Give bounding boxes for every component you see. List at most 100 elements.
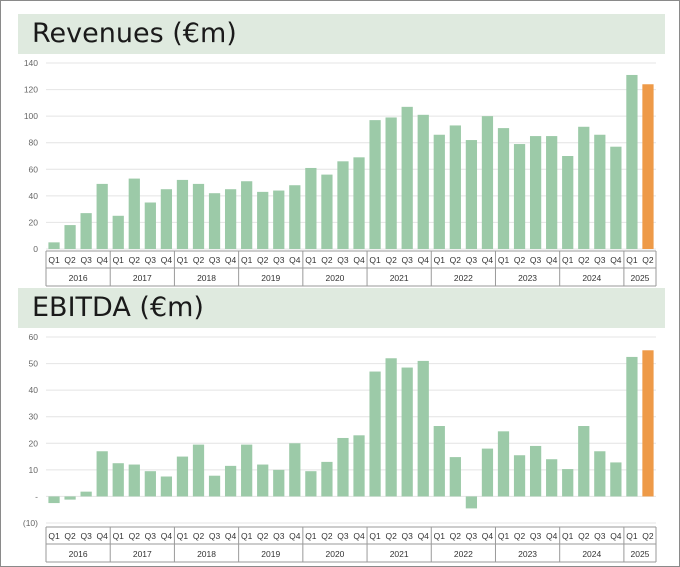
bar (48, 496, 60, 504)
quarter-tick-label: Q3 (337, 255, 349, 265)
bar (465, 140, 478, 249)
bar (305, 167, 317, 249)
bar (594, 134, 606, 249)
bar (321, 461, 333, 497)
bar (385, 358, 397, 497)
quarter-tick-label: Q4 (418, 531, 430, 541)
quarter-tick-label: Q1 (305, 255, 317, 265)
year-tick-label: 2016 (69, 273, 88, 283)
bar (241, 444, 253, 497)
quarter-tick-label: Q2 (193, 531, 205, 541)
bar (529, 445, 542, 497)
y-tick-label: 10 (29, 465, 39, 475)
ebitda-chart-title: EBITDA (€m) (18, 288, 665, 328)
quarter-tick-label: Q3 (402, 531, 414, 541)
bar (610, 146, 622, 249)
quarter-tick-label: Q3 (466, 255, 478, 265)
quarter-tick-label: Q4 (353, 531, 365, 541)
bar (433, 426, 445, 497)
bar (337, 161, 349, 249)
bar (289, 185, 301, 249)
year-tick-label: 2025 (630, 273, 649, 283)
bar (208, 475, 221, 497)
bar (578, 426, 590, 497)
quarter-tick-label: Q2 (129, 531, 141, 541)
year-tick-label: 2019 (261, 273, 280, 283)
quarter-tick-label: Q2 (129, 255, 141, 265)
bar (80, 213, 92, 249)
quarter-tick-label: Q4 (418, 255, 430, 265)
bar (160, 189, 173, 249)
bar (529, 136, 542, 249)
year-tick-label: 2020 (325, 549, 344, 559)
bar (401, 106, 413, 249)
quarter-tick-label: Q2 (385, 255, 397, 265)
y-tick-label: 50 (29, 359, 39, 369)
quarter-tick-label: Q3 (594, 531, 606, 541)
bar (48, 242, 60, 249)
quarter-tick-label: Q1 (498, 255, 510, 265)
bar (513, 455, 526, 497)
quarter-tick-label: Q3 (145, 531, 157, 541)
quarter-tick-label: Q1 (305, 531, 317, 541)
quarter-tick-label: Q3 (80, 531, 92, 541)
quarter-tick-label: Q2 (321, 255, 333, 265)
year-tick-label: 2019 (261, 549, 280, 559)
bar (626, 356, 638, 497)
bar (112, 215, 124, 249)
quarter-tick-label: Q1 (562, 255, 574, 265)
quarter-tick-label: Q3 (273, 531, 285, 541)
bar (610, 462, 622, 497)
quarter-tick-label: Q1 (562, 531, 574, 541)
bar (305, 471, 317, 497)
year-tick-label: 2017 (133, 549, 152, 559)
bar (497, 431, 510, 497)
quarter-tick-label: Q1 (241, 531, 253, 541)
bar (80, 491, 92, 497)
year-tick-label: 2017 (133, 273, 152, 283)
quarter-tick-label: Q2 (514, 255, 526, 265)
quarter-tick-label: Q4 (289, 255, 301, 265)
bar (321, 174, 333, 249)
bar (224, 189, 237, 249)
bar (417, 360, 429, 497)
quarter-tick-label: Q1 (177, 255, 189, 265)
year-tick-label: 2018 (197, 549, 216, 559)
quarter-tick-label: Q2 (514, 531, 526, 541)
quarter-tick-label: Q2 (450, 255, 462, 265)
y-tick-label: (10) (23, 518, 38, 528)
quarter-tick-label: Q2 (385, 531, 397, 541)
quarter-tick-label: Q1 (113, 531, 125, 541)
bar (224, 465, 237, 497)
quarter-tick-label: Q2 (578, 255, 590, 265)
year-tick-label: 2018 (197, 273, 216, 283)
bar (273, 469, 285, 497)
bar (160, 476, 173, 497)
bar (112, 463, 124, 497)
quarter-tick-label: Q4 (161, 531, 173, 541)
bar (273, 190, 285, 249)
y-tick-label: 60 (29, 332, 39, 342)
bar (497, 128, 510, 249)
quarter-tick-label: Q4 (225, 255, 237, 265)
quarter-tick-label: Q4 (225, 531, 237, 541)
quarter-tick-label: Q4 (546, 531, 558, 541)
bar (64, 225, 76, 249)
bar (353, 157, 365, 249)
bar (208, 193, 221, 249)
quarter-tick-label: Q4 (482, 531, 494, 541)
quarter-tick-label: Q1 (626, 531, 638, 541)
quarter-tick-label: Q1 (434, 531, 446, 541)
quarter-tick-label: Q4 (97, 531, 109, 541)
bar (96, 183, 108, 249)
bar (96, 451, 108, 497)
bar (433, 134, 445, 249)
y-tick-label: 140 (24, 58, 38, 68)
bar (192, 444, 205, 497)
y-tick-label: 20 (29, 217, 39, 227)
quarter-tick-label: Q1 (48, 255, 60, 265)
quarter-tick-label: Q2 (193, 255, 205, 265)
quarter-tick-label: Q3 (530, 531, 542, 541)
bar (401, 367, 413, 497)
